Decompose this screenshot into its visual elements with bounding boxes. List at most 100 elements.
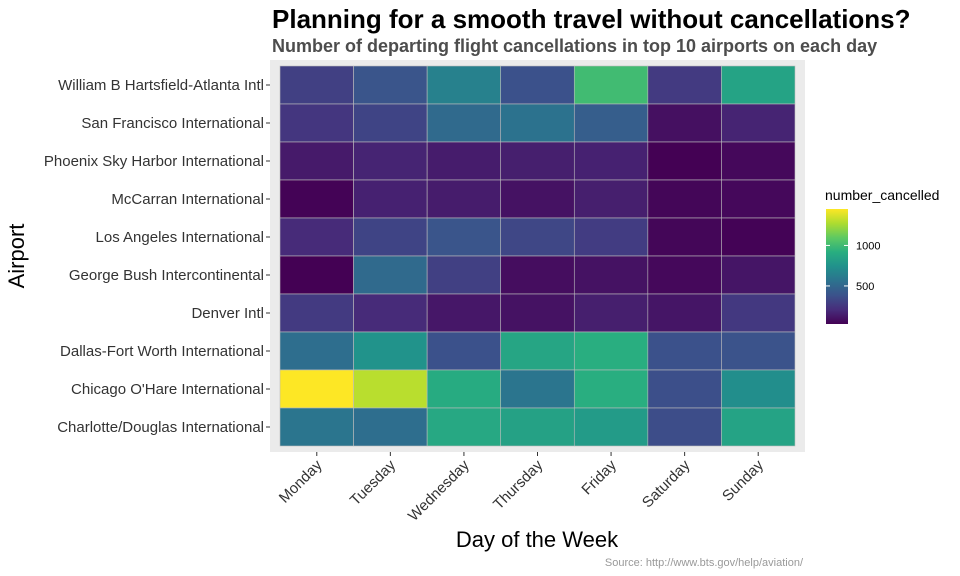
heatmap-cell [721,217,796,257]
heatmap-cell [647,217,722,257]
heatmap-cell [426,407,502,447]
heatmap-cell [353,179,428,219]
heatmap-cell [647,65,722,105]
heatmap-cell [426,141,502,181]
heatmap-cell [721,255,796,295]
x-tick-label: Saturday [639,456,694,511]
heatmap-cell [721,103,796,143]
heatmap-cell [426,369,502,409]
heatmap-cell [573,407,649,447]
heatmap-cell [500,179,575,219]
y-tick-label: Denver Intl [191,305,264,322]
chart-subtitle: Number of departing flight cancellations… [272,36,877,56]
x-tick-label: Monday [276,456,326,506]
chart-title: Planning for a smooth travel without can… [272,4,911,34]
heatmap-cell [279,141,354,181]
heatmap-cell [353,217,428,257]
legend-ticks: 500 1000 [826,240,880,293]
heatmap-cell [500,255,575,295]
heatmap-cell [647,293,722,333]
heatmap-cell [500,103,575,143]
heatmap-cell [279,369,354,409]
heatmap-cell [573,293,649,333]
heatmap-cell [353,293,428,333]
heatmap-cell [500,369,575,409]
legend-title: number_cancelled [825,187,939,203]
heatmap-cell [426,331,502,371]
heatmap-cell [573,179,649,219]
x-tick-label: Wednesday [405,456,473,524]
x-tick-label: Thursday [490,456,547,513]
heatmap-cell [573,255,649,295]
heatmap-cell [426,217,502,257]
heatmap-cell [279,255,354,295]
heatmap-cell [500,293,575,333]
heatmap-cell [573,331,649,371]
heatmap-cell [647,141,722,181]
heatmap-cell [500,141,575,181]
heatmap-cell [353,331,428,371]
heatmap-cell [573,369,649,409]
heatmap-cell [353,65,428,105]
heatmap-cell [573,65,649,105]
heatmap-cell [353,103,428,143]
heatmap-cell [279,65,354,105]
heatmap-cell [573,217,649,257]
x-axis-title: Day of the Week [456,527,619,552]
color-legend: number_cancelled 500 1000 [825,187,939,324]
legend-tick-label: 500 [856,281,874,293]
y-tick-label: Dallas-Fort Worth International [60,343,264,360]
heatmap-cell [647,179,722,219]
heatmap-cell [353,141,428,181]
heatmap-cell [279,331,354,371]
heatmap-cell [426,179,502,219]
heatmap-cell [279,407,354,447]
heatmap-cell [500,217,575,257]
x-axis-ticks: Monday Tuesday Wednesday Thursday Friday Satu… [276,452,767,525]
y-tick-label: George Bush Intercontinental [69,267,264,284]
heatmap-cell [721,293,796,333]
heatmap-cell [647,255,722,295]
heatmap-cell [721,141,796,181]
y-axis-ticks: William B Hartsfield-Atlanta Intl San Fra… [44,77,270,436]
heatmap-cell [353,369,428,409]
x-tick-label: Friday [578,456,620,498]
heatmap-cell [279,293,354,333]
heatmap-cell [279,179,354,219]
heatmap-cell [573,141,649,181]
heatmap-cell [426,293,502,333]
source-caption: Source: http://www.bts.gov/help/aviation… [605,557,804,569]
heatmap-cell [279,217,354,257]
legend-tick-label: 1000 [856,240,880,252]
heatmap-cell [353,255,428,295]
x-tick-label: Sunday [719,456,767,504]
y-tick-label: Charlotte/Douglas International [57,419,264,436]
heatmap-cell [426,255,502,295]
legend-colorbar [826,209,848,324]
heatmap-cell [426,103,502,143]
y-tick-label: San Francisco International [81,115,264,132]
heatmap-cell [573,103,649,143]
heatmap-cell [721,369,796,409]
heatmap-cell [721,65,796,105]
heatmap-cell [353,407,428,447]
y-tick-label: Los Angeles International [96,229,264,246]
heatmap-cell [500,65,575,105]
heatmap-cell [647,331,722,371]
heatmap-cell [721,179,796,219]
heatmap-cell [647,369,722,409]
heatmap-cell [721,407,796,447]
y-tick-label: Phoenix Sky Harbor International [44,153,264,170]
heatmap-cell [279,103,354,143]
heatmap-cell [500,331,575,371]
y-tick-label: William B Hartsfield-Atlanta Intl [58,77,264,94]
x-tick-label: Tuesday [347,456,400,509]
y-tick-label: Chicago O'Hare International [71,381,264,398]
heatmap-cell [500,407,575,447]
heatmap-cell [721,331,796,371]
heatmap-cell [647,407,722,447]
y-tick-label: McCarran International [111,191,264,208]
heatmap-cell [647,103,722,143]
